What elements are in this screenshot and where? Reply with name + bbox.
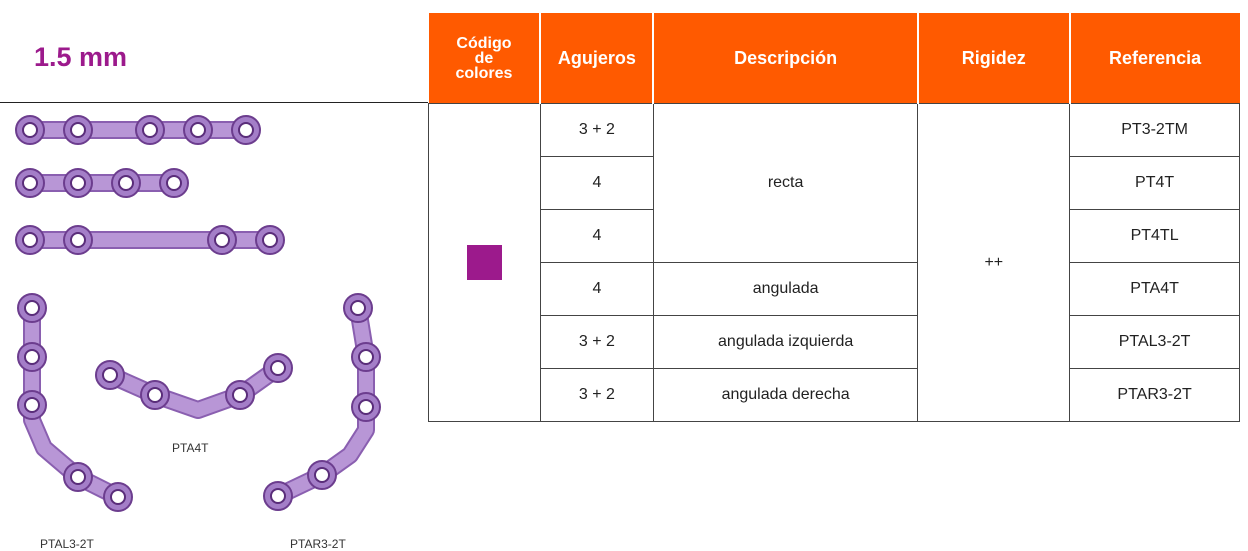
plate-part (70, 232, 86, 248)
row: 4 PT4T (429, 156, 1240, 210)
row: 3 + 2 angulada izquierda PTAL3-2T (429, 315, 1240, 369)
cell: 3 + 2 (539, 103, 654, 157)
cell: 3 + 2 (539, 315, 654, 369)
cell: PTAL3-2T (1069, 315, 1240, 369)
table: Código de colores Agujeros Descripción R… (428, 13, 1240, 422)
plate-part (262, 232, 278, 248)
header-row: Código de colores Agujeros Descripción R… (428, 13, 1240, 104)
plate-part (70, 122, 86, 138)
plate-part (270, 360, 286, 376)
color-swatch (466, 245, 502, 280)
plate-part (190, 122, 206, 138)
plate-part (166, 175, 182, 191)
plate-part (142, 122, 158, 138)
figure-label: PTAR3-2T (290, 537, 346, 551)
cell: 4 (539, 262, 654, 316)
cell: PTAR3-2T (1069, 368, 1240, 422)
header: Referencia (1068, 13, 1240, 104)
plate-part (22, 175, 38, 191)
cell: 3 + 2 (539, 368, 654, 422)
header: Rigidez (916, 13, 1070, 104)
title: 1.5 mm (34, 42, 128, 72)
plate-part (118, 175, 134, 191)
plate-part (102, 367, 118, 383)
row: 4 PT4TL (429, 209, 1240, 263)
cell: angulada (652, 262, 919, 316)
cell: angulada izquierda (652, 315, 919, 369)
plate-part (24, 300, 40, 316)
figure-label: PTA4T (172, 441, 209, 455)
row: 3 + 2 angulada derecha PTAR3-2T (429, 368, 1240, 422)
plate-part (110, 489, 126, 505)
plate-part (24, 349, 40, 365)
cell: 4 (539, 156, 654, 210)
figure-label: PTAL3-2T (40, 537, 94, 551)
plate-part (103, 361, 285, 417)
plate-part (350, 300, 366, 316)
plate-part (314, 467, 330, 483)
plate-part (147, 387, 163, 403)
plate-part (214, 232, 230, 248)
cell: 4 (539, 209, 654, 263)
header: Código de colores (428, 13, 541, 104)
cell: ++ (917, 103, 1071, 422)
cell: PT4T (1069, 156, 1240, 210)
plate-part (358, 399, 374, 415)
plate-part (270, 488, 286, 504)
cell: PT3-2TM (1069, 103, 1240, 157)
plate-part (22, 232, 38, 248)
plate-part (232, 387, 248, 403)
divider (0, 102, 428, 103)
cell: angulada derecha (652, 368, 919, 422)
cell: recta (652, 103, 919, 263)
plate-part (238, 122, 254, 138)
plate-part (22, 122, 38, 138)
row: 4 angulada PTA4T (429, 262, 1240, 316)
plates (15, 115, 381, 512)
header: Agujeros (539, 13, 654, 104)
row: 3 + 2 recta ++ PT3-2TM (428, 103, 1240, 422)
cell: PTA4T (1069, 262, 1240, 316)
plate-part (24, 397, 40, 413)
plate-part (358, 349, 374, 365)
cell: PT4TL (1069, 209, 1240, 263)
plate-part (70, 175, 86, 191)
header: Descripción (652, 13, 918, 104)
plate-part (70, 469, 86, 485)
color-cell (428, 103, 541, 422)
